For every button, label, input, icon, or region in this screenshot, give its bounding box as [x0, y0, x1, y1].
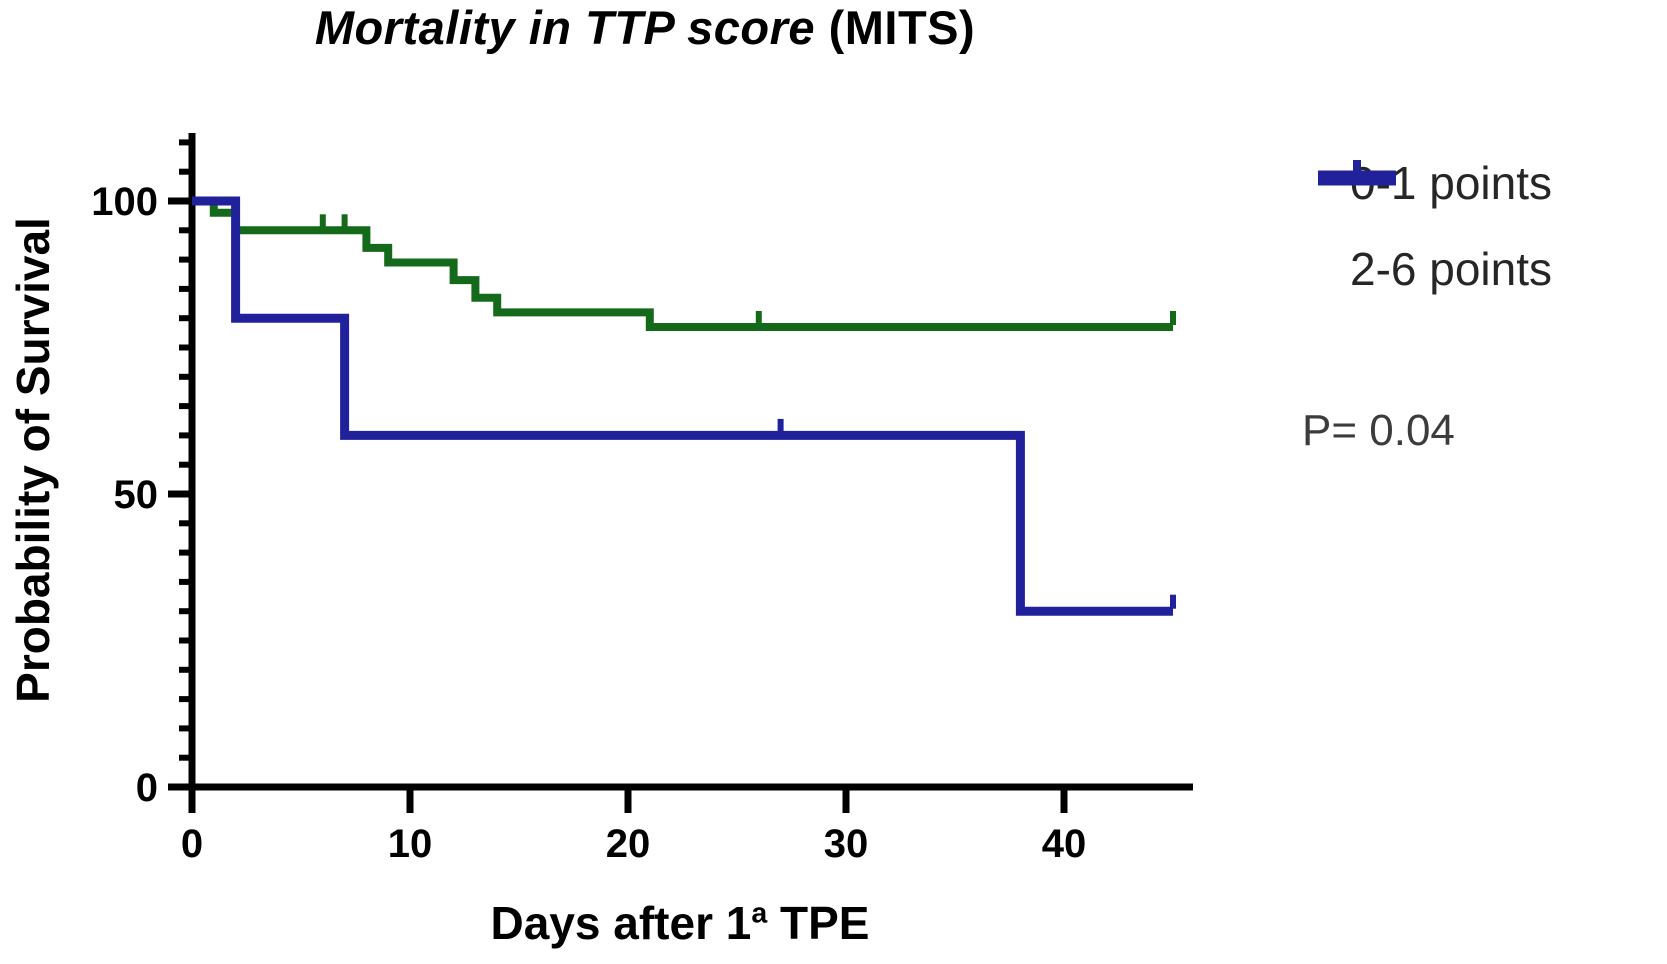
x-tick-label: 40 — [1042, 822, 1087, 866]
y-tick-label: 0 — [136, 766, 158, 810]
y-axis-title: Probability of Survival — [7, 217, 59, 703]
survival-curve-0-1-points — [192, 197, 1173, 331]
p-value-annotation: P= 0.04 — [1302, 406, 1455, 455]
x-tick-label: 0 — [181, 822, 203, 866]
x-tick-label: 30 — [824, 822, 869, 866]
x-tick-label: 10 — [388, 822, 433, 866]
chart-title-italic-part: Mortality in TTP score — [314, 1, 816, 54]
x-tick-label: 20 — [606, 822, 651, 866]
chart-title: Mortality in TTP score (MITS) — [140, 0, 1150, 55]
legend-item-2-6-points: 2-6 points — [1318, 160, 1553, 298]
chart-title-normal-part: (MITS) — [815, 1, 976, 54]
x-axis-title: Days after 1a TPE — [380, 896, 980, 950]
x-axis-title-superscript: a — [751, 897, 768, 930]
y-tick-label: 100 — [91, 180, 158, 224]
legend: 0-1 points 2-6 points — [1318, 154, 1552, 298]
y-tick-label: 50 — [114, 473, 159, 517]
survival-curve-2-6-points — [192, 196, 1173, 616]
legend-label: 2-6 points — [1350, 243, 1553, 295]
legend-swatch-icon — [1318, 160, 1396, 186]
x-axis-title-prefix: Days after 1 — [490, 897, 752, 949]
x-axis-title-suffix: TPE — [767, 897, 870, 949]
